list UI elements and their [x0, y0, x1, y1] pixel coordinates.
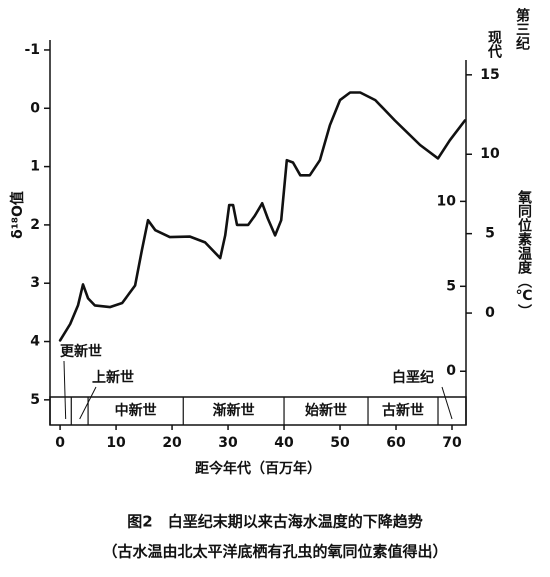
y3-tick-label: 0	[446, 363, 456, 379]
y-tick-label: 4	[30, 334, 40, 350]
y-tick-label: 3	[30, 275, 40, 291]
y-tick-label: 5	[30, 392, 40, 408]
era-leader	[63, 360, 67, 420]
y2-tick-label: 15	[480, 67, 499, 83]
caption: 图2 白垩纪末期以来古海水温度的下降趋势	[127, 513, 422, 531]
x-tick-label: 70	[442, 435, 462, 451]
subcaption: （古水温由北太平洋底栖有孔虫的氧同位素值得出）	[102, 543, 447, 561]
era-label: 渐新世	[213, 402, 255, 419]
era-label: 更新世	[60, 343, 102, 360]
era-label: 上新世	[92, 369, 134, 386]
y-tick-label: 2	[30, 217, 40, 233]
era-leader	[441, 386, 453, 420]
y3-scale-name: 现代	[486, 30, 503, 59]
x-tick-label: 10	[106, 435, 126, 451]
y-tick-label: 1	[30, 159, 40, 175]
y-tick-label: 0	[30, 100, 40, 116]
era-band	[49, 396, 467, 426]
x-tick-label: 50	[330, 435, 350, 451]
x-tick-label: 60	[386, 435, 406, 451]
y2-tick-label: 10	[480, 146, 500, 162]
x-tick-label: 40	[274, 435, 294, 451]
y3-tick-label: 5	[446, 278, 456, 294]
era-label: 始新世	[305, 402, 347, 419]
x-axis-label: 距今年代（百万年）	[195, 460, 321, 477]
era-label: 白垩纪	[392, 369, 434, 386]
era-label: 古新世	[382, 402, 424, 419]
y-tick-label: -1	[24, 42, 40, 58]
y2-axis-label: 氧同位素温度（℃）	[515, 189, 533, 318]
x-tick-label: 0	[55, 435, 65, 451]
y2-tick-label: 0	[485, 305, 495, 321]
y2-scale-name: 第三纪	[514, 7, 530, 51]
x-tick-label: 30	[218, 435, 238, 451]
x-tick-label: 20	[162, 435, 182, 451]
y-axis-label: δ¹⁸O值	[9, 191, 26, 239]
y3-tick-label: 10	[437, 193, 457, 209]
era-label: 中新世	[115, 402, 157, 419]
y2-tick-label: 5	[485, 226, 495, 242]
data-line	[58, 91, 467, 342]
